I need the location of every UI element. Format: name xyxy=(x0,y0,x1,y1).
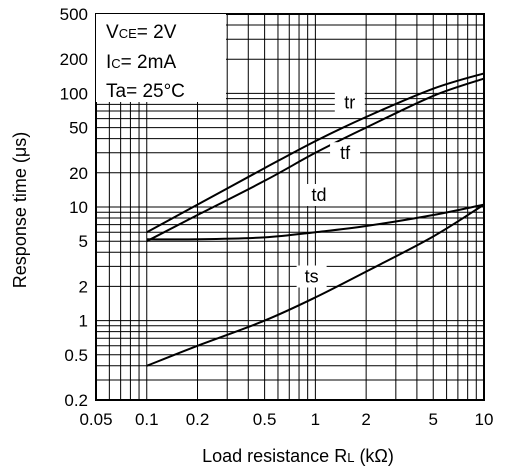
x-tick-label: 2 xyxy=(361,410,370,429)
y-tick-label: 20 xyxy=(69,164,88,183)
x-tick-label: 1 xyxy=(311,410,320,429)
series-td-line xyxy=(146,203,485,241)
x-axis-label-sub: L xyxy=(347,450,354,465)
y-axis-label: Response time (μs) xyxy=(10,132,30,288)
series-td-label-bg xyxy=(303,184,334,207)
series-tr-label: tr xyxy=(344,93,355,113)
y-tick-label: 100 xyxy=(60,84,88,103)
y-tick-label: 500 xyxy=(60,5,88,24)
y-tick-label: 0.5 xyxy=(64,346,88,365)
conditions-box: VCE= 2V IC= 2mA Ta= 25°C xyxy=(96,14,226,102)
x-tick-label: 0.5 xyxy=(253,410,277,429)
curve-layer: tr tf td ts xyxy=(146,72,485,367)
plot-frame xyxy=(95,13,485,401)
x-tick-label: 0.2 xyxy=(186,410,210,429)
y-tick-label: 10 xyxy=(69,198,88,217)
x-tick-label: 10 xyxy=(475,410,494,429)
y-tick-label: 5 xyxy=(79,232,88,251)
condition-vce-prefix: V xyxy=(106,22,119,43)
condition-vce: VCE= 2V xyxy=(106,22,177,43)
y-tick-label: 200 xyxy=(60,50,88,69)
x-axis-label-unit: (kΩ) xyxy=(354,446,393,466)
series-tf-label: tf xyxy=(340,143,351,163)
x-axis-label-text: Load resistance R xyxy=(202,446,347,466)
series-tr-label-bg xyxy=(334,91,365,114)
series-tr-line xyxy=(146,72,485,234)
series-tf-line xyxy=(146,77,485,243)
condition-vce-value: = 2V xyxy=(137,22,177,43)
x-tick-label: 0.1 xyxy=(135,410,159,429)
series-ts-label-bg xyxy=(296,265,327,288)
y-tick-label: 1 xyxy=(79,312,88,331)
series-ts-label: ts xyxy=(305,267,319,287)
y-tick-label: 2 xyxy=(79,277,88,296)
x-axis-label: Load resistance RL (kΩ) xyxy=(202,446,394,466)
condition-vce-sub: CE xyxy=(119,26,137,41)
conditions-box-bg xyxy=(96,14,226,102)
x-tick-label: 0.05 xyxy=(79,410,112,429)
condition-ta: Ta= 25°C xyxy=(106,81,185,102)
x-tick-label: 5 xyxy=(429,410,438,429)
y-tick-label: 50 xyxy=(69,119,88,138)
condition-ic-value: = 2mA xyxy=(121,52,177,73)
series-td-label: td xyxy=(311,185,326,205)
condition-ic-sub: C xyxy=(111,56,120,71)
condition-ic-prefix: I xyxy=(106,52,111,73)
series-tf-label-bg xyxy=(330,142,361,165)
y-tick-label: 0.2 xyxy=(64,391,88,410)
condition-ic: IC= 2mA xyxy=(106,52,176,73)
series-ts-line xyxy=(146,203,485,367)
tick-label-layer: 0.05 0.1 0.2 0.5 1 2 5 10 0.2 0.5 1 2 5 10 20 50 100 200 5… xyxy=(60,5,494,429)
